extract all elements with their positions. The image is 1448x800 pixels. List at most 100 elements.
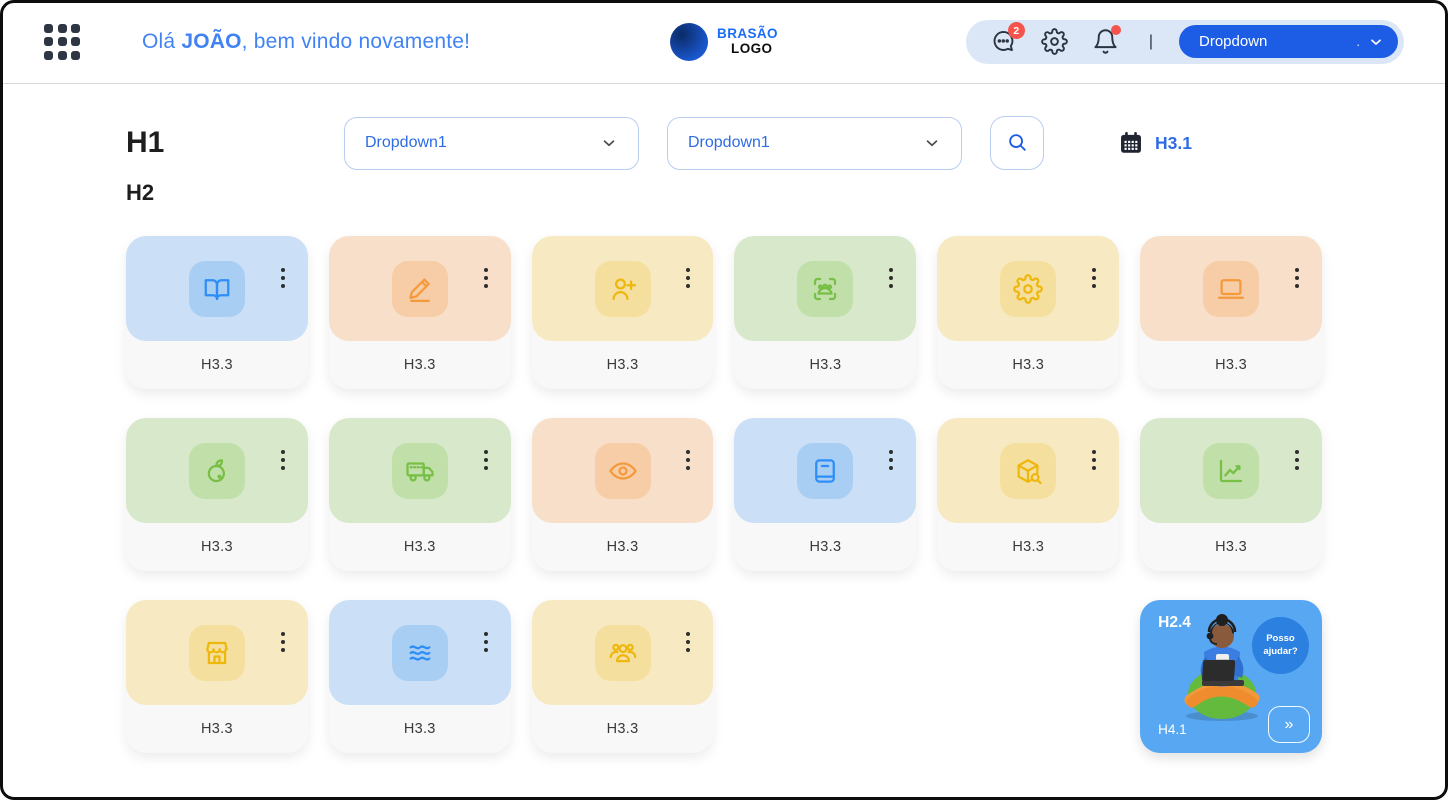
- module-card[interactable]: H3.3: [1140, 418, 1322, 571]
- support-agent-illustration: [1184, 614, 1260, 721]
- module-card-label: H3.3: [200, 721, 233, 737]
- module-card[interactable]: H3.3: [937, 418, 1120, 571]
- module-card-header: [328, 600, 511, 705]
- module-card-header: [1140, 236, 1322, 341]
- module-card-header: [328, 236, 511, 341]
- header-separator: |: [1148, 32, 1153, 50]
- module-card-label: H3.3: [403, 357, 436, 373]
- module-card[interactable]: H3.3: [734, 418, 917, 571]
- laptop-icon: [1203, 260, 1260, 317]
- apps-grid-menu-icon[interactable]: [44, 23, 80, 60]
- module-card-header: [937, 236, 1120, 341]
- bell-dot-badge: [1110, 25, 1121, 35]
- modules-grid: H3.3 H3.3 H3.3 H3.3 H3.3 H3.3 H3.3 H3.3 H3.3 H3.3…: [126, 236, 1322, 753]
- filter-toolbar: H1 Dropdown1 Dropdown1: [126, 116, 1322, 170]
- header-actions-pill: 2 | Dropdown .: [965, 19, 1404, 64]
- module-card-label: H3.3: [809, 357, 842, 373]
- section-title: H2: [126, 180, 155, 205]
- double-chevron-right-icon: »: [1284, 715, 1294, 733]
- header-dropdown-button[interactable]: Dropdown .: [1179, 25, 1398, 58]
- card-menu-button[interactable]: [887, 266, 895, 290]
- card-menu-button[interactable]: [279, 448, 287, 472]
- chevron-down-icon: [923, 134, 941, 152]
- card-menu-button[interactable]: [482, 630, 490, 654]
- module-card[interactable]: H3.3: [126, 236, 308, 389]
- module-card-header: [126, 418, 308, 523]
- gear-icon: [1000, 260, 1057, 317]
- module-card[interactable]: H3.3: [126, 600, 308, 753]
- filter-dropdown-2[interactable]: Dropdown1: [667, 116, 962, 170]
- module-card[interactable]: H3.3: [328, 418, 511, 571]
- notifications-bell-icon[interactable]: [1092, 25, 1121, 55]
- card-menu-button[interactable]: [1293, 266, 1301, 290]
- filter-dropdown-1[interactable]: Dropdown1: [344, 116, 639, 170]
- module-card[interactable]: H3.3: [734, 236, 917, 389]
- chat-badge: 2: [1007, 22, 1025, 39]
- card-menu-button[interactable]: [279, 266, 287, 290]
- page-title: H1: [126, 126, 165, 159]
- module-card-label: H3.3: [200, 539, 233, 555]
- card-menu-button[interactable]: [684, 630, 692, 654]
- users-group-icon: [594, 624, 651, 681]
- search-button[interactable]: [990, 116, 1044, 170]
- help-widget-card: H2.4 Posso: [1140, 600, 1322, 753]
- logo-circle: [670, 22, 709, 61]
- notebook-icon: [797, 442, 854, 499]
- main-content: H1 Dropdown1 Dropdown1: [0, 84, 1448, 753]
- card-menu-button[interactable]: [887, 448, 895, 472]
- calendar-link-label: H3.1: [1155, 132, 1192, 153]
- calendar-icon: [1118, 130, 1144, 156]
- chevron-down-icon: [1368, 34, 1384, 50]
- module-card-label: H3.3: [606, 539, 639, 555]
- calendar-link[interactable]: H3.1: [1118, 130, 1192, 156]
- card-menu-button[interactable]: [684, 266, 692, 290]
- help-card-title: H2.4: [1158, 614, 1191, 631]
- module-card-header: [531, 236, 714, 341]
- header-dropdown-label: Dropdown: [1199, 33, 1268, 50]
- help-open-button[interactable]: »: [1267, 706, 1310, 743]
- card-menu-button[interactable]: [482, 266, 490, 290]
- eye-icon: [594, 442, 651, 499]
- module-card[interactable]: H3.3: [531, 600, 714, 753]
- module-card[interactable]: H3.3: [937, 236, 1120, 389]
- store-icon: [188, 624, 245, 681]
- card-menu-button[interactable]: [482, 448, 490, 472]
- search-icon: [1006, 131, 1028, 156]
- face-scan-icon: [797, 260, 854, 317]
- logo-line2: LOGO: [731, 40, 773, 56]
- card-menu-button[interactable]: [279, 630, 287, 654]
- top-bar: Olá JOÃO, bem vindo novamente! BRASÃO LO…: [0, 0, 1448, 84]
- module-card[interactable]: H3.3: [531, 236, 714, 389]
- module-card-label: H3.3: [1215, 539, 1247, 555]
- card-menu-button[interactable]: [684, 448, 692, 472]
- module-card-label: H3.3: [1215, 357, 1247, 373]
- module-card[interactable]: H3.3: [328, 600, 511, 753]
- settings-gear-icon[interactable]: [1041, 28, 1068, 55]
- module-card-header: [126, 236, 308, 341]
- module-card[interactable]: H3.3: [531, 418, 714, 571]
- module-card-header: [734, 236, 917, 341]
- card-menu-button[interactable]: [1090, 266, 1098, 290]
- module-card[interactable]: H3.3: [126, 418, 308, 571]
- module-card-label: H3.3: [809, 539, 842, 555]
- module-card-label: H3.3: [403, 539, 436, 555]
- module-card-header: [328, 418, 511, 523]
- module-card-header: [126, 600, 308, 705]
- module-card-header: [734, 418, 917, 523]
- chat-icon[interactable]: 2: [990, 22, 1025, 55]
- module-card-header: [1140, 418, 1322, 523]
- module-card-label: H3.3: [606, 357, 639, 373]
- card-menu-button[interactable]: [1090, 448, 1098, 472]
- module-card[interactable]: H3.3: [328, 236, 511, 389]
- card-menu-button[interactable]: [1293, 448, 1301, 472]
- user-plus-icon: [594, 260, 651, 317]
- module-card-label: H3.3: [1012, 357, 1045, 373]
- truck-icon: [391, 442, 448, 499]
- module-card[interactable]: H3.3: [1140, 236, 1322, 389]
- module-card-label: H3.3: [606, 721, 639, 737]
- greeting-username: JOÃO: [181, 29, 242, 53]
- filter-dropdown-2-label: Dropdown1: [688, 134, 770, 151]
- logo-line1: BRASÃO: [717, 26, 778, 42]
- header-dropdown-dot: .: [1356, 34, 1360, 49]
- module-card-header: [531, 600, 714, 705]
